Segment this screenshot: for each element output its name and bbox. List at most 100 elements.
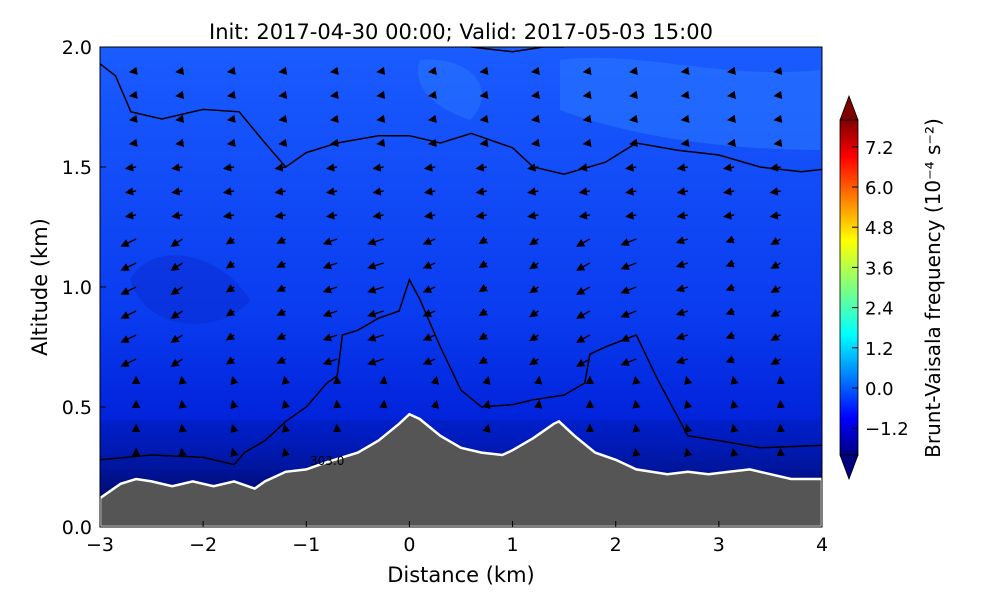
wind-vector: [230, 375, 239, 386]
wind-vector: [684, 399, 693, 410]
wind-vector: [582, 90, 592, 99]
wind-vector: [170, 310, 183, 319]
colorbar-tick-label: 3.6: [865, 258, 894, 279]
wind-vector: [372, 163, 384, 172]
wind-vector: [680, 114, 690, 123]
wind-vector: [225, 356, 236, 365]
wind-vector: [427, 66, 437, 75]
colorbar: −1.2 0.0 1.2 2.4 3.6 4.8 6.0 7.2 Brunt-Vaisala …: [839, 94, 945, 481]
wind-vector: [171, 187, 183, 196]
wind-vector: [329, 114, 339, 123]
wind-vector: [376, 114, 386, 123]
wind-vector: [529, 237, 539, 246]
wind-vector: [276, 356, 287, 364]
wind-vector: [529, 261, 539, 270]
wind-vector: [120, 262, 137, 271]
wind-vector: [625, 211, 637, 220]
wind-vector: [769, 187, 781, 196]
chart-title: Init: 2017-04-30 00:00; Valid: 2017-05-0…: [209, 20, 713, 44]
wind-vector: [120, 286, 137, 295]
wind-vectors: [120, 66, 785, 458]
wind-vector: [582, 66, 592, 75]
wind-vector: [333, 423, 342, 433]
wind-vector: [534, 399, 543, 409]
wind-vector: [478, 260, 488, 269]
wind-vector: [475, 163, 487, 172]
wind-vector: [625, 187, 637, 196]
x-tick-label: −1: [292, 534, 320, 556]
wind-vector: [629, 66, 638, 75]
wind-vector: [120, 238, 137, 247]
wind-vector: [770, 333, 782, 341]
wind-vector: [178, 447, 187, 457]
wind-vector: [575, 334, 591, 343]
wind-vector: [322, 333, 338, 342]
wind-vector: [124, 187, 137, 196]
colorbar-tick-label: 1.2: [865, 339, 894, 360]
theta-contour: [471, 47, 565, 53]
wind-vector: [175, 66, 185, 75]
wind-vector: [372, 187, 384, 196]
wind-vector: [230, 423, 239, 434]
wind-vector: [478, 332, 488, 341]
wind-vector: [769, 211, 781, 220]
wind-vector: [629, 114, 638, 123]
wind-vector: [170, 358, 183, 367]
wind-vector: [423, 163, 436, 172]
wind-vector: [575, 238, 591, 247]
y-axis-label: Altitude (km): [28, 218, 52, 356]
wind-vector: [675, 284, 689, 293]
plot-area: 303.0: [100, 47, 822, 527]
wind-vector: [773, 90, 783, 99]
wind-vector: [582, 138, 592, 147]
wind-vector: [427, 114, 437, 123]
theta-contours: [100, 47, 822, 466]
wind-vector: [529, 357, 539, 366]
wind-vector: [684, 447, 693, 458]
wind-vector: [482, 423, 491, 433]
wind-vector: [333, 375, 342, 385]
wind-vector: [367, 261, 384, 270]
y-axis: 0.0 0.5 1.0 1.5 2.0: [62, 37, 106, 539]
wind-vector: [730, 447, 739, 457]
wind-vector: [372, 211, 384, 220]
y-tick-label: 0.0: [62, 517, 92, 539]
wind-vector: [226, 66, 236, 75]
wind-vector: [479, 114, 489, 123]
wind-vector: [629, 90, 638, 99]
wind-vector: [727, 66, 736, 75]
wind-vector: [725, 331, 735, 340]
wind-vector: [278, 66, 288, 76]
wind-vector: [128, 114, 138, 123]
wind-vector: [723, 211, 735, 220]
wind-vector: [479, 66, 489, 75]
wind-vector: [529, 309, 539, 318]
y-tick-label: 2.0: [62, 37, 92, 59]
wind-vector: [725, 235, 735, 244]
wind-vector: [329, 66, 339, 75]
wind-vector: [727, 138, 736, 147]
wind-vector: [120, 310, 137, 319]
wind-vector: [367, 309, 384, 318]
wind-vector: [632, 423, 641, 433]
colorbar-extend-min: [839, 454, 859, 481]
wind-vector: [281, 399, 291, 409]
wind-vector: [422, 237, 436, 245]
theta-contour: [100, 63, 822, 175]
wind-vector: [676, 187, 689, 196]
colorbar-tick-label: 4.8: [865, 218, 894, 239]
field-patch: [560, 57, 820, 150]
wind-vector: [171, 211, 183, 220]
wind-vector: [632, 447, 641, 457]
wind-vector: [725, 355, 735, 364]
field-patch: [130, 255, 250, 324]
wind-vector: [226, 90, 236, 99]
x-tick-label: −2: [189, 534, 217, 556]
wind-vector: [170, 262, 183, 271]
wind-vector: [225, 260, 236, 269]
wind-vector: [632, 375, 641, 385]
wind-vector: [333, 399, 342, 409]
y-tick-label: 1.0: [62, 277, 92, 299]
wind-vector: [124, 211, 137, 220]
